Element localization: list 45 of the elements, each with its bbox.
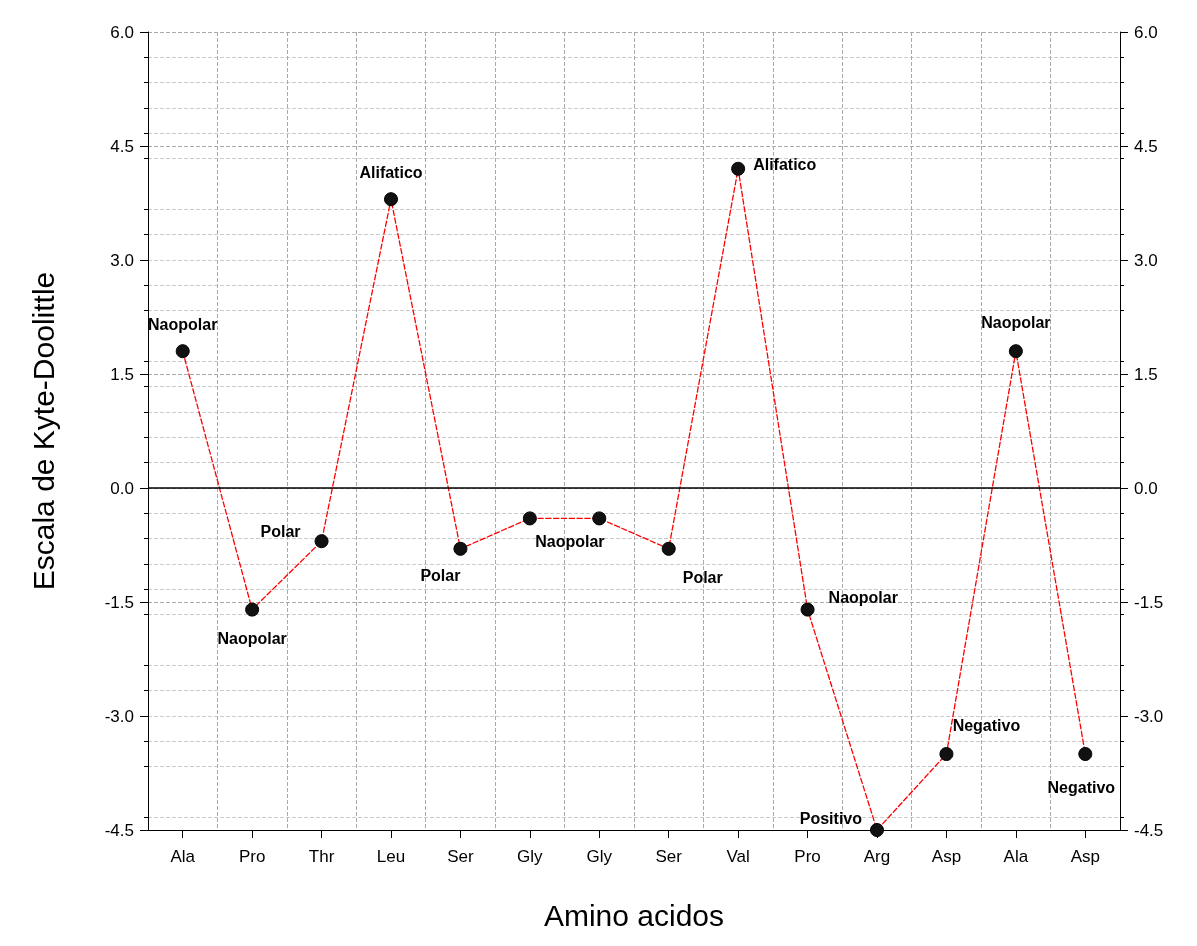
y-axis-title: Escala de Kyte-Doolittle — [26, 271, 60, 591]
x-axis-title: Amino acidos — [543, 898, 725, 932]
data-label: Polar — [682, 569, 723, 587]
x-tick-label: Ser — [447, 847, 474, 866]
x-tick-label: Gly — [517, 847, 544, 866]
x-tick-label: Asp — [1070, 847, 1100, 866]
data-label: Negativo — [952, 716, 1021, 734]
data-label: Alifatico — [359, 163, 423, 181]
x-tick-label: Val — [726, 847, 750, 866]
y-tick-label: -1.5 — [104, 592, 134, 612]
data-label: Naopolar — [217, 630, 287, 648]
y2-tick-label: 4.5 — [1134, 136, 1158, 156]
x-tick-label: Ser — [655, 847, 683, 866]
x-tick-label: Leu — [376, 847, 406, 866]
y2-tick-label: -1.5 — [1134, 592, 1164, 612]
y2-tick-label: 6.0 — [1134, 22, 1158, 42]
y-tick-label: 4.5 — [110, 136, 134, 156]
data-label: Naopolar — [828, 589, 898, 607]
data-label: Naopolar — [148, 315, 218, 333]
x-tick-label: Pro — [794, 847, 821, 866]
y2-tick-label: 1.5 — [1134, 364, 1158, 384]
x-tick-label: Ala — [1003, 847, 1029, 866]
y-tick-label: -3.0 — [104, 706, 134, 726]
x-tick-label: Gly — [586, 847, 613, 866]
y2-tick-label: -3.0 — [1134, 706, 1164, 726]
x-tick-label: Thr — [308, 847, 335, 866]
data-label: Positivo — [799, 809, 863, 827]
x-tick-label: Arg — [863, 847, 891, 866]
y-tick-label: 3.0 — [110, 250, 134, 270]
data-label: Negativo — [1047, 778, 1116, 796]
y-tick-label: 6.0 — [110, 22, 134, 42]
data-label: Polar — [260, 522, 301, 540]
y2-tick-label: 0.0 — [1134, 478, 1158, 498]
y-tick-label: -4.5 — [104, 820, 134, 840]
y2-tick-label: 3.0 — [1134, 250, 1158, 270]
x-tick-label: Pro — [238, 847, 266, 866]
data-label: Polar — [420, 567, 461, 585]
data-label: Naopolar — [981, 313, 1051, 331]
data-label: Naopolar — [535, 532, 605, 550]
y2-tick-label: -4.5 — [1134, 820, 1164, 840]
data-label: Alifatico — [753, 156, 817, 174]
x-tick-label: Ala — [170, 847, 196, 866]
x-tick-label: Asp — [931, 847, 962, 866]
y-tick-label: 0.0 — [110, 478, 134, 498]
y-tick-label: 1.5 — [110, 364, 134, 384]
